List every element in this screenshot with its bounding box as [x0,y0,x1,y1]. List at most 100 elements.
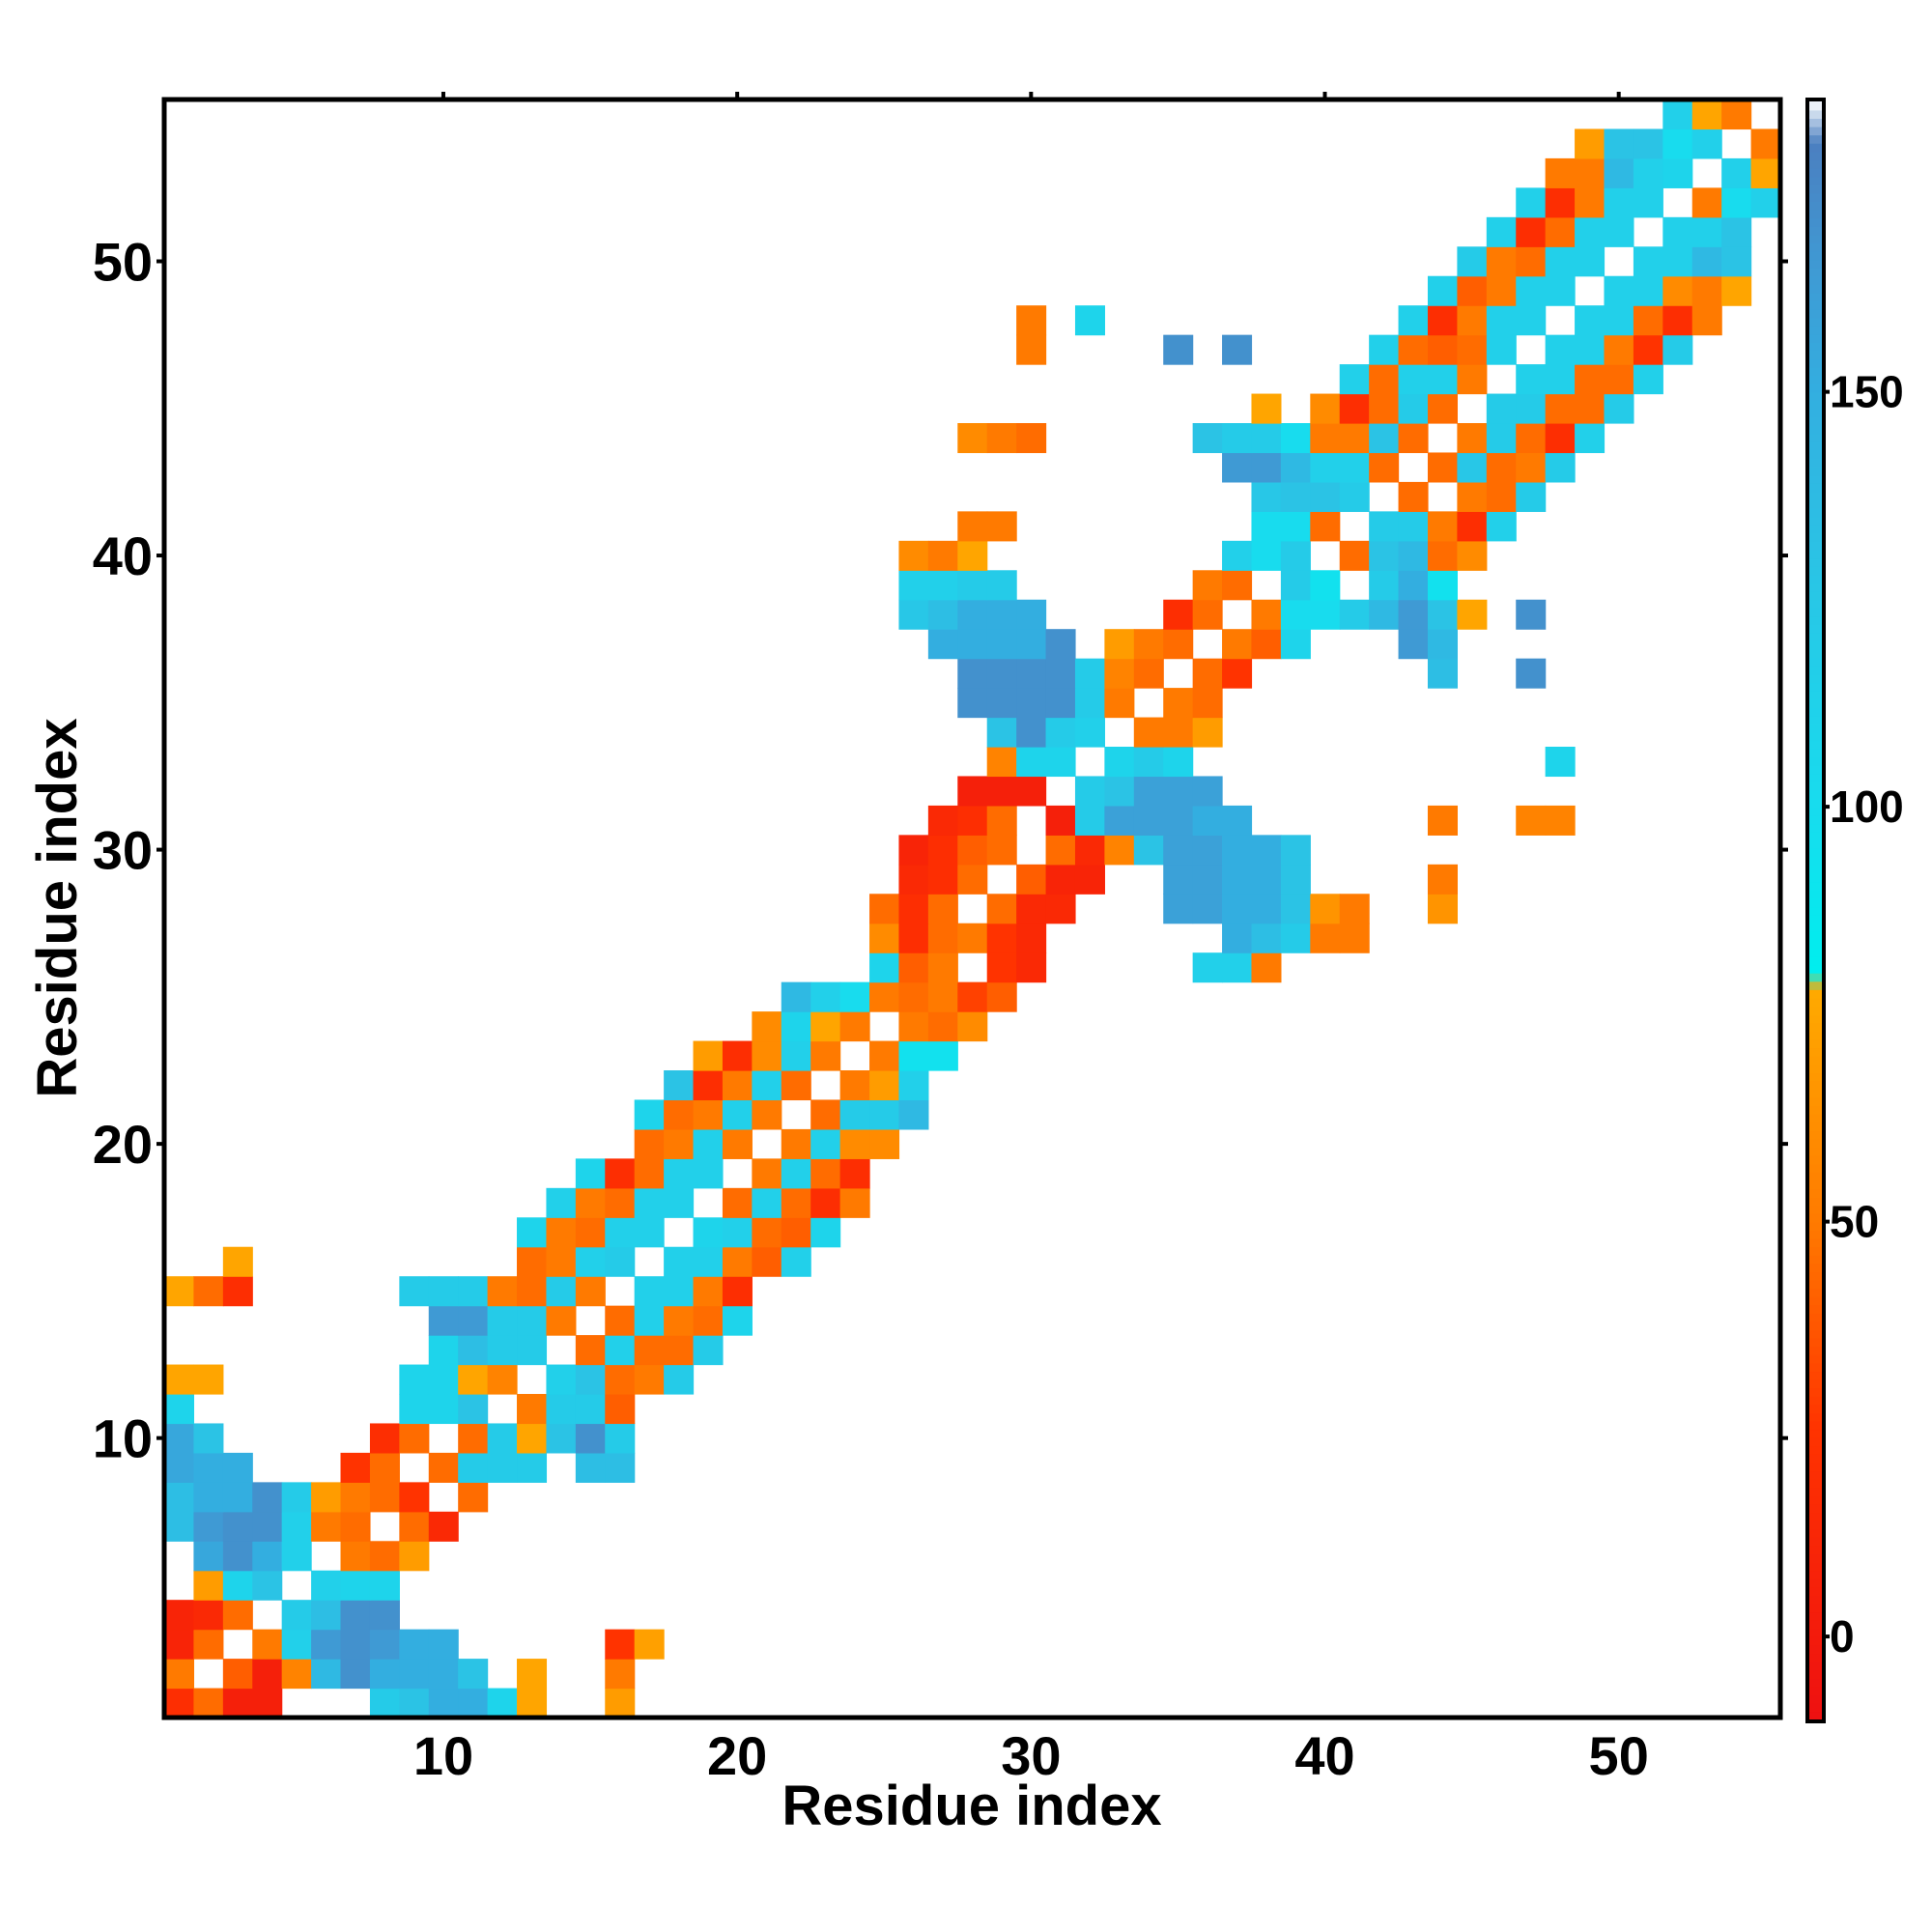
heatmap-cell [1251,923,1282,953]
heatmap-cell [986,776,1017,807]
colorbar-segment [1809,499,1822,509]
heatmap-cell [957,540,988,571]
heatmap-cell [1545,246,1576,277]
heatmap-cell [634,1305,665,1336]
heatmap-cell [1310,599,1341,630]
heatmap-cell [1222,864,1253,895]
heatmap-cell [1251,835,1282,866]
heatmap-cell [399,1276,430,1307]
heatmap-cell [1691,128,1722,159]
heatmap-cell [1222,923,1253,953]
heatmap-cell [1457,334,1488,365]
colorbar-segment [1809,342,1822,352]
colorbar-segment [1809,1619,1822,1630]
heatmap-cell [546,1423,577,1454]
heatmap-cell [1310,481,1341,512]
heatmap-cell [605,1246,636,1277]
colorbar-segment [1809,1420,1822,1431]
heatmap-cell [222,1688,253,1719]
heatmap-cell [517,1305,548,1336]
heatmap-cell [957,923,988,953]
heatmap-cell [1457,364,1488,395]
heatmap-cell [1251,864,1282,895]
heatmap-cell [1575,364,1605,395]
colorbar-segment [1809,1105,1822,1115]
heatmap-cell [1251,423,1282,454]
heatmap-cell [546,1187,577,1218]
colorbar-segment [1809,391,1822,402]
heatmap-cell [839,981,870,1012]
heatmap-cell [1427,864,1458,895]
heatmap-cell [693,1246,724,1277]
heatmap-cell [546,1394,577,1425]
heatmap-cell [1074,717,1105,748]
y-axis-label: Residue index [26,718,89,1097]
heatmap-cell [1310,452,1341,483]
heatmap-cell [986,923,1017,953]
heatmap-cell [1133,747,1164,778]
colorbar-segment [1809,599,1822,609]
x-axis: 10 20 30 40 50 [413,92,1649,1786]
colorbar-segment [1809,1644,1822,1655]
colorbar-segment [1809,483,1822,493]
heatmap-cell [1545,452,1576,483]
colorbar-segment [1809,1436,1822,1447]
heatmap-cell [1222,805,1253,836]
colorbar-segment [1809,707,1822,717]
heatmap-cell [1516,216,1547,247]
colorbar-segment [1809,242,1822,252]
heatmap-cell [1310,894,1341,924]
colorbar-segment [1809,980,1822,990]
heatmap-cell [1045,835,1076,866]
colorbar-segment [1809,159,1822,169]
heatmap-cell [1280,629,1311,660]
heatmap-cell [399,1659,430,1690]
heatmap-cell [1339,423,1370,454]
colorbar-segment [1809,433,1822,442]
heatmap-cell [517,1394,548,1425]
heatmap-cell [1427,334,1458,365]
colorbar-segment [1809,682,1822,692]
heatmap-cell [1721,187,1752,218]
heatmap-cell [369,1629,400,1660]
heatmap-cell [1016,776,1047,807]
heatmap-cell [1280,452,1311,483]
heatmap-cell [1486,246,1517,277]
heatmap-cell [839,1158,870,1189]
heatmap-cell [1427,393,1458,424]
heatmap-cell [1575,128,1605,159]
heatmap-cell [664,1158,695,1189]
heatmap-cell [399,1423,430,1454]
colorbar-segment [1809,184,1822,194]
colorbar-segment [1809,897,1822,908]
heatmap-cell [1222,894,1253,924]
heatmap-cell [927,981,958,1012]
heatmap-cell [1133,776,1164,807]
heatmap-cell [546,1305,577,1336]
heatmap-cell [898,1011,929,1042]
heatmap-cell [281,1541,312,1572]
heatmap-cell [458,1423,489,1454]
heatmap-cell [1192,570,1223,601]
heatmap-cell [810,1128,841,1159]
heatmap-cell [810,1187,841,1218]
heatmap-cell [664,1305,695,1336]
heatmap-cell [1750,187,1781,218]
heatmap-cell [1016,599,1047,630]
heatmap-cell [222,1452,253,1483]
heatmap-cell [869,981,900,1012]
heatmap-cell [517,1217,548,1248]
colorbar-segment [1809,217,1822,227]
heatmap-cell [869,894,900,924]
colorbar-segment [1809,1661,1822,1671]
heatmap-cell [1604,334,1634,365]
heatmap-cell [1192,894,1223,924]
colorbar-segment [1809,1470,1822,1480]
colorbar-segment [1809,259,1822,269]
heatmap-cell [1486,511,1517,542]
colorbar-segment [1809,1279,1822,1290]
heatmap-cell [1516,481,1547,512]
colorbar-segment [1809,1528,1822,1538]
colorbar-segment [1809,1055,1822,1065]
heatmap-cell [927,835,958,866]
